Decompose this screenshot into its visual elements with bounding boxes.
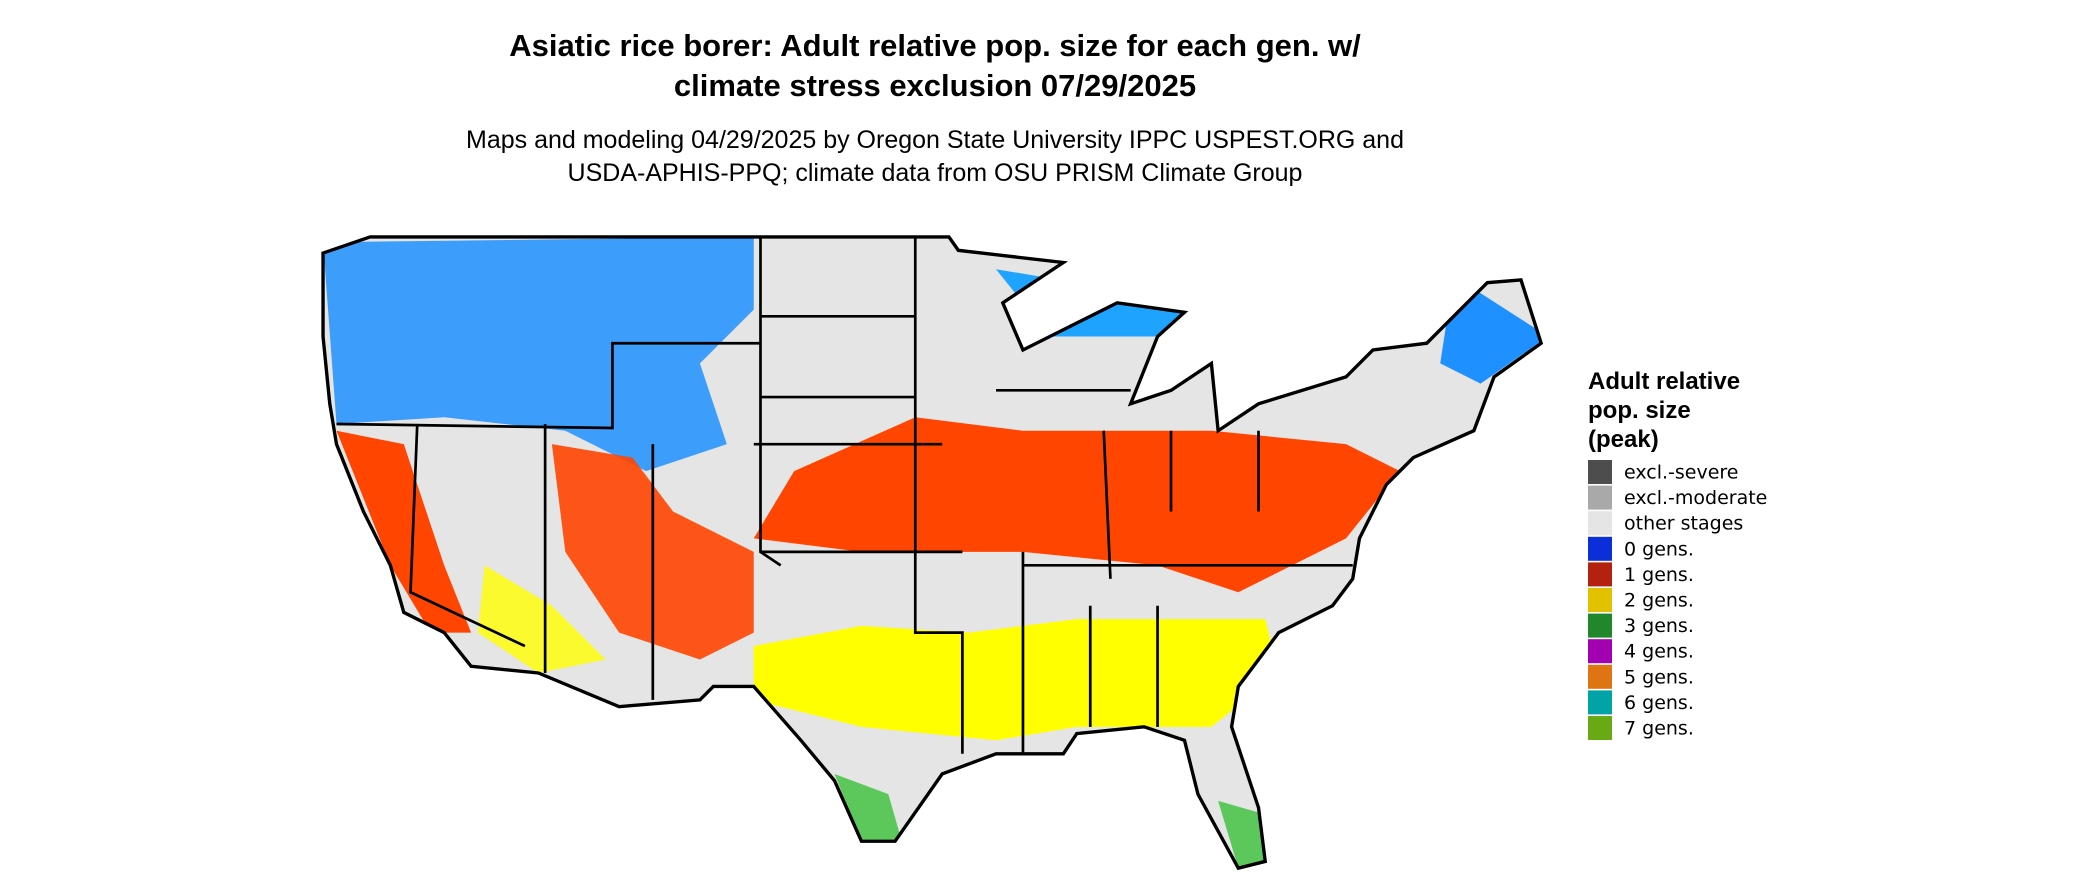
map	[321, 235, 1544, 871]
legend-swatch	[1588, 716, 1612, 740]
subtitle-line: USDA-APHIS-PPQ; climate data from OSU PR…	[568, 159, 1303, 187]
legend-label: 5 gens.	[1624, 666, 1694, 688]
legend-label: 7 gens.	[1624, 718, 1694, 740]
legend-swatch	[1588, 690, 1612, 715]
legend-label: excl.-moderate	[1624, 487, 1767, 509]
legend-label: 4 gens.	[1624, 641, 1694, 663]
legend-label: other stages	[1624, 513, 1743, 535]
legend-label: 2 gens.	[1624, 590, 1694, 612]
legend-swatch	[1588, 562, 1612, 587]
legend-swatch	[1588, 511, 1612, 536]
legend-swatch	[1588, 536, 1612, 561]
title-line: Asiatic rice borer: Adult relative pop. …	[509, 28, 1361, 63]
legend-label: excl.-severe	[1624, 462, 1739, 484]
legend-swatch	[1588, 613, 1612, 638]
legend-label: 3 gens.	[1624, 615, 1694, 637]
legend-swatch	[1588, 639, 1612, 664]
legend-label: 1 gens.	[1624, 564, 1694, 586]
legend-swatch	[1588, 485, 1612, 510]
legend-title: pop. size	[1588, 397, 1691, 424]
legend-label: 6 gens.	[1624, 692, 1694, 714]
title-line: climate stress exclusion 07/29/2025	[674, 68, 1196, 103]
legend-swatch	[1588, 664, 1612, 689]
subtitle-line: Maps and modeling 04/29/2025 by Oregon S…	[466, 126, 1404, 154]
legend-swatch	[1588, 460, 1612, 484]
legend-label: 0 gens.	[1624, 538, 1694, 560]
legend-title: Adult relative	[1588, 368, 1740, 395]
legend-title: (peak)	[1588, 426, 1659, 453]
legend-swatch	[1588, 588, 1612, 612]
